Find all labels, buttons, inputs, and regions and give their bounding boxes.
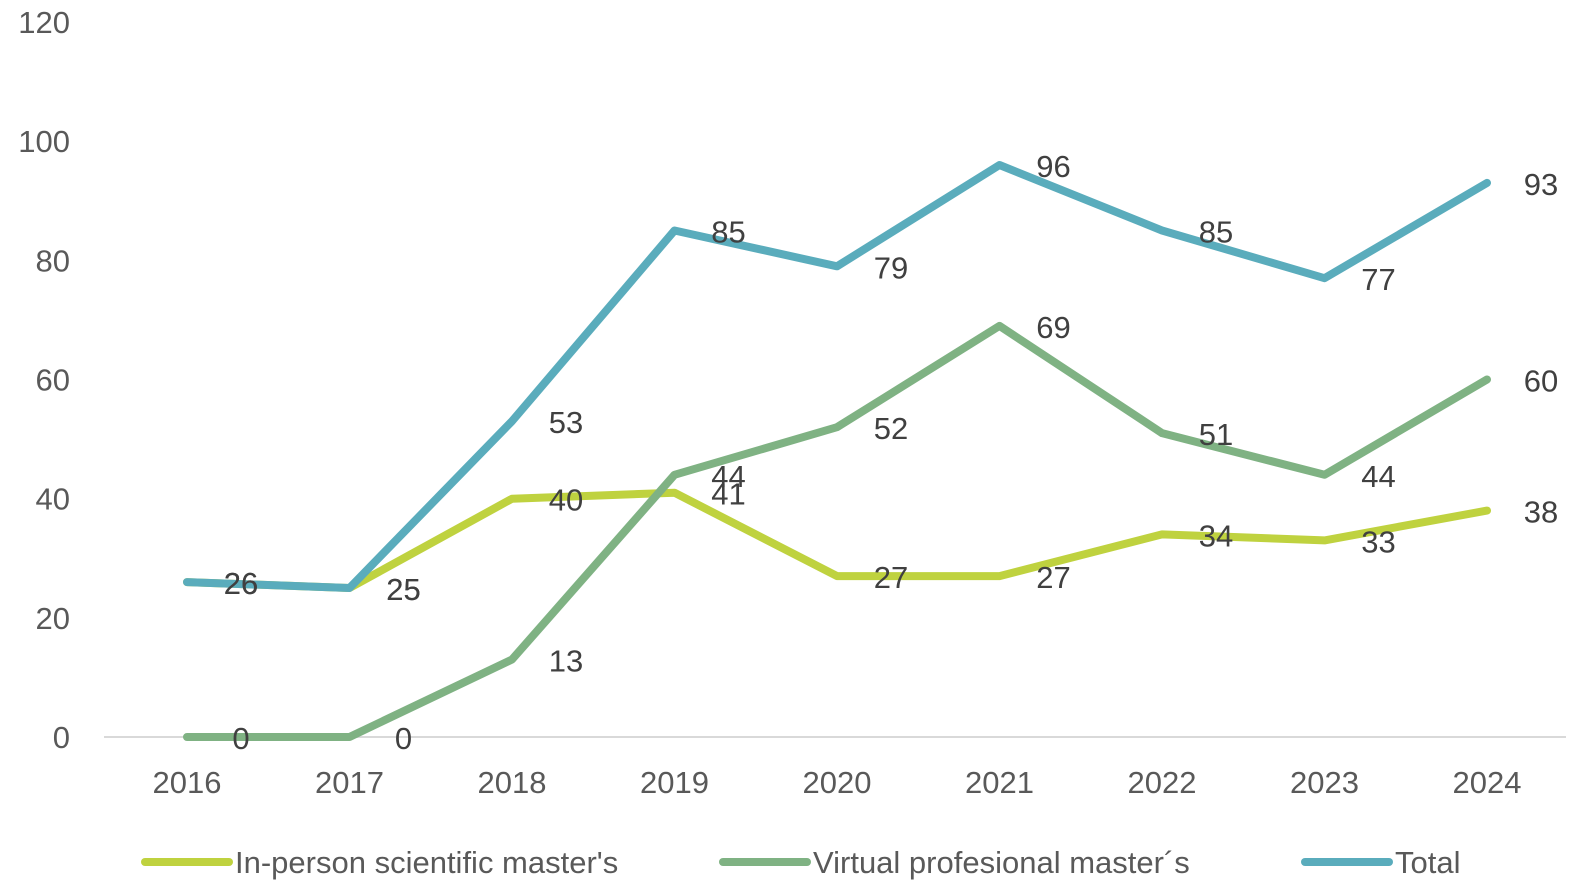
series-line-1	[183, 488, 1491, 592]
data-label-series-2: 60	[1524, 364, 1558, 399]
y-tick-label: 60	[36, 363, 70, 398]
data-label-series-3: 77	[1361, 262, 1395, 297]
data-label-series-3: 96	[1036, 149, 1070, 184]
data-label-series-1: 34	[1199, 518, 1233, 553]
data-label-series-1: 41	[711, 477, 745, 512]
data-label-series-3: 79	[874, 250, 908, 285]
y-tick-label: 100	[18, 124, 70, 159]
series-line-3	[183, 161, 1491, 592]
x-tick-label: 2023	[1290, 765, 1359, 800]
data-label-series-2: 69	[1036, 310, 1070, 345]
data-label-series-1: 27	[1036, 560, 1070, 595]
data-label-series-3: 25	[386, 572, 420, 607]
x-tick-label: 2022	[1128, 765, 1197, 800]
y-tick-label: 0	[53, 720, 70, 755]
data-label-series-3: 85	[711, 215, 745, 250]
data-label-series-1: 26	[224, 566, 258, 601]
data-label-series-2: 52	[874, 411, 908, 446]
x-tick-label: 2019	[640, 765, 709, 800]
axis-layer: 0 20 40 60 80 100 120 2016 2017 2018 2019 2020 2021 2…	[18, 5, 1566, 800]
x-tick-label: 2018	[478, 765, 547, 800]
data-label-series-1: 40	[549, 483, 583, 518]
data-label-series-1: 25	[386, 572, 420, 607]
y-tick-label: 40	[36, 482, 70, 517]
data-label-series-2: 0	[395, 721, 412, 756]
series-line-2	[183, 321, 1491, 741]
x-tick-label: 2021	[965, 765, 1034, 800]
legend-label-2: Virtual profesional master´s	[813, 845, 1190, 880]
data-label-series-1: 38	[1524, 495, 1558, 530]
series-layer	[183, 161, 1491, 741]
y-tick-label: 120	[18, 5, 70, 40]
data-label-series-3: 85	[1199, 215, 1233, 250]
data-label-series-1: 27	[874, 560, 908, 595]
legend: In-person scientific master's Virtual pro…	[141, 845, 1460, 880]
data-label-series-2: 13	[549, 644, 583, 679]
y-tick-label: 80	[36, 243, 70, 278]
legend-label-1: In-person scientific master's	[235, 845, 618, 880]
data-label-series-3: 53	[549, 405, 583, 440]
data-label-series-3: 26	[224, 566, 258, 601]
data-label-series-2: 44	[711, 459, 745, 494]
legend-label-3: Total	[1395, 845, 1460, 880]
x-tick-label: 2017	[315, 765, 384, 800]
x-tick-label: 2020	[803, 765, 872, 800]
x-tick-label: 2016	[153, 765, 222, 800]
x-tick-label: 2024	[1453, 765, 1522, 800]
data-label-series-2: 0	[232, 721, 249, 756]
y-tick-label: 20	[36, 601, 70, 636]
data-label-series-3: 93	[1524, 167, 1558, 202]
data-label-series-1: 33	[1361, 524, 1395, 559]
data-label-series-2: 51	[1199, 417, 1233, 452]
data-label-series-2: 44	[1361, 459, 1395, 494]
